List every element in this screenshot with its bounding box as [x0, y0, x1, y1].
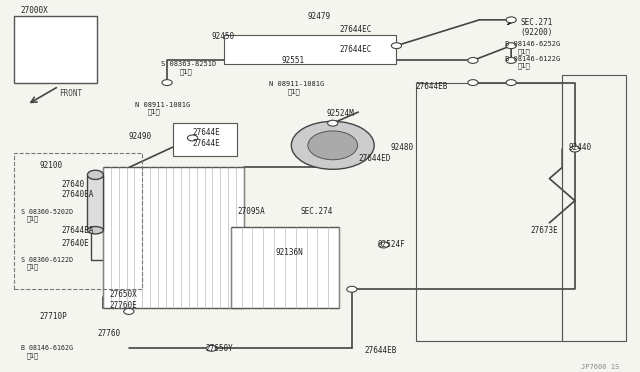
Text: 27644ED: 27644ED: [358, 154, 390, 163]
Text: B 08146-6122G: B 08146-6122G: [505, 55, 560, 62]
Bar: [88, 175, 103, 230]
Text: （1）: （1）: [148, 109, 161, 115]
Text: 92524M: 92524M: [326, 109, 354, 118]
Circle shape: [207, 345, 217, 351]
Text: N 08911-1081G: N 08911-1081G: [135, 102, 191, 108]
Text: 27650Y: 27650Y: [205, 344, 233, 353]
Circle shape: [291, 121, 374, 169]
Circle shape: [328, 120, 338, 126]
Circle shape: [468, 80, 478, 86]
Bar: [14, 16, 97, 83]
Text: FRONT: FRONT: [59, 89, 82, 98]
Text: 27644E: 27644E: [193, 139, 220, 148]
Text: （1）: （1）: [27, 216, 39, 222]
Bar: [562, 75, 626, 341]
Text: 92524F: 92524F: [378, 240, 405, 250]
Bar: [225, 35, 396, 64]
Circle shape: [506, 58, 516, 63]
Text: 92551: 92551: [282, 56, 305, 65]
Text: 27644EB: 27644EB: [415, 82, 448, 91]
Circle shape: [124, 308, 134, 314]
Text: 92100: 92100: [40, 161, 63, 170]
Text: 27644EC: 27644EC: [339, 25, 371, 33]
Text: 27760E: 27760E: [109, 301, 138, 310]
Text: 92136N: 92136N: [275, 248, 303, 257]
Text: 27095A: 27095A: [237, 207, 265, 216]
Text: （1）: （1）: [518, 62, 531, 69]
Text: 92490: 92490: [129, 132, 152, 141]
Text: 27710P: 27710P: [40, 312, 67, 321]
Circle shape: [308, 131, 358, 160]
Bar: [415, 83, 562, 341]
Circle shape: [392, 43, 401, 49]
Text: （1）: （1）: [180, 68, 193, 75]
Circle shape: [468, 58, 478, 63]
Bar: [14, 153, 141, 289]
Circle shape: [506, 17, 516, 23]
Bar: [231, 227, 339, 308]
Text: （1）: （1）: [27, 352, 39, 359]
Circle shape: [379, 242, 389, 248]
Text: 92450: 92450: [212, 32, 235, 41]
Text: 27644EB: 27644EB: [365, 346, 397, 355]
Circle shape: [347, 286, 357, 292]
Text: （1）: （1）: [288, 89, 301, 95]
Text: SEC.271
(92200): SEC.271 (92200): [521, 17, 553, 37]
Text: 27760: 27760: [97, 329, 120, 338]
Text: B 08146-6252G: B 08146-6252G: [505, 41, 560, 47]
Ellipse shape: [88, 170, 103, 179]
Circle shape: [506, 80, 516, 86]
Text: S 08363-8251D: S 08363-8251D: [161, 61, 216, 67]
Text: 27000X: 27000X: [20, 6, 48, 15]
Text: 92440: 92440: [568, 143, 591, 152]
Text: SEC.274: SEC.274: [301, 207, 333, 216]
Text: JP7600 1S: JP7600 1S: [581, 364, 620, 370]
Text: S 08360-5202D: S 08360-5202D: [20, 209, 72, 215]
Text: 27650X: 27650X: [109, 290, 138, 299]
Text: （1）: （1）: [518, 48, 531, 55]
Text: 92480: 92480: [390, 143, 413, 152]
Circle shape: [570, 146, 580, 152]
Circle shape: [162, 80, 172, 86]
Text: 27640E: 27640E: [62, 239, 90, 248]
Ellipse shape: [88, 227, 103, 234]
Text: 27640: 27640: [62, 180, 85, 189]
Circle shape: [188, 135, 198, 141]
Text: 27644EC: 27644EC: [339, 45, 371, 54]
Text: 27644E: 27644E: [193, 128, 220, 137]
Text: （1）: （1）: [27, 264, 39, 270]
Circle shape: [506, 43, 516, 49]
Bar: [173, 123, 237, 156]
Text: 27673E: 27673E: [531, 226, 558, 235]
Text: B 08146-6162G: B 08146-6162G: [20, 345, 72, 351]
Text: N 08911-1081G: N 08911-1081G: [269, 81, 324, 87]
Bar: [103, 167, 244, 308]
Text: 27644EA: 27644EA: [62, 226, 94, 235]
Text: 92479: 92479: [307, 12, 330, 21]
Text: S 08360-6122D: S 08360-6122D: [20, 257, 72, 263]
Text: 27640EA: 27640EA: [62, 190, 94, 199]
